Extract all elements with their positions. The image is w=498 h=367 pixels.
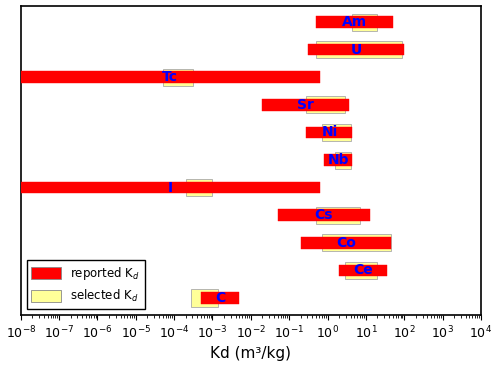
Bar — [324, 154, 353, 166]
Legend: reported K$_d$, selected K$_d$: reported K$_d$, selected K$_d$ — [26, 260, 145, 309]
Text: Am: Am — [342, 15, 367, 29]
Bar — [339, 265, 387, 276]
Bar — [21, 72, 320, 83]
Text: Tc: Tc — [162, 70, 178, 84]
Text: Nb: Nb — [327, 153, 349, 167]
Bar — [316, 41, 402, 58]
Bar — [301, 237, 391, 248]
Bar — [322, 124, 351, 141]
Text: U: U — [351, 43, 362, 57]
Bar — [316, 16, 393, 28]
Text: I: I — [168, 181, 173, 195]
Bar — [306, 96, 345, 113]
Text: Co: Co — [336, 236, 356, 250]
Text: Ce: Ce — [353, 264, 373, 277]
Bar — [201, 292, 240, 304]
Bar — [345, 262, 377, 279]
Bar — [21, 182, 320, 193]
Text: Ni: Ni — [321, 126, 338, 139]
Bar — [335, 152, 351, 168]
Bar — [262, 99, 349, 111]
Bar — [316, 207, 360, 224]
Bar — [278, 210, 370, 221]
Bar — [322, 234, 391, 251]
Bar — [191, 290, 218, 306]
Text: Cs: Cs — [314, 208, 333, 222]
Bar — [353, 14, 377, 31]
X-axis label: Kd (m³/kg): Kd (m³/kg) — [210, 346, 291, 361]
Bar — [306, 127, 353, 138]
Bar — [163, 69, 193, 86]
Text: C: C — [215, 291, 225, 305]
Bar — [186, 179, 213, 196]
Text: Sr: Sr — [297, 98, 314, 112]
Bar — [308, 44, 404, 55]
